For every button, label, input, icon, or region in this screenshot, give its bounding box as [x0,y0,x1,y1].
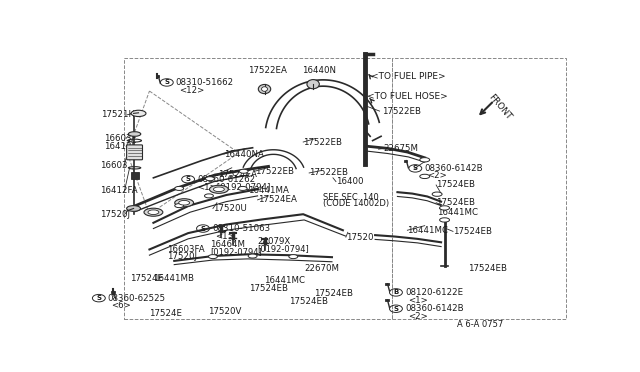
Text: 16441MC: 16441MC [408,226,449,235]
Text: <TO FUEL PIPE>: <TO FUEL PIPE> [371,72,445,81]
Text: S: S [200,225,205,231]
Text: 08310-51063: 08310-51063 [212,224,270,233]
Text: S: S [413,166,418,171]
Text: 16440N: 16440N [302,67,336,76]
Text: 16441MC: 16441MC [437,208,478,217]
Text: 16464M: 16464M [210,240,245,249]
Text: 16603: 16603 [100,161,127,170]
FancyBboxPatch shape [127,145,143,160]
Text: S: S [186,176,191,182]
Text: <1>[0192-0794]: <1>[0192-0794] [197,182,271,191]
Text: 08120-6122E: 08120-6122E [405,288,463,297]
Ellipse shape [440,218,449,222]
Text: 17524EB: 17524EB [436,198,475,207]
Text: 16440NA: 16440NA [224,150,264,158]
Text: [0192-0794]: [0192-0794] [210,247,262,256]
Ellipse shape [262,87,268,92]
Text: <2>: <2> [408,312,428,321]
Text: S: S [394,306,399,312]
Text: 17524EB: 17524EB [453,227,492,236]
Text: 17520J: 17520J [167,252,197,261]
Ellipse shape [239,169,248,173]
Ellipse shape [420,158,429,162]
Ellipse shape [307,80,319,89]
Ellipse shape [129,132,141,136]
Text: 17524EB: 17524EB [289,297,328,307]
Text: 17524EB: 17524EB [468,264,507,273]
Text: FRONT: FRONT [486,93,513,122]
Text: A 6-A 0757: A 6-A 0757 [457,320,503,329]
Text: 16603F: 16603F [104,134,136,143]
Ellipse shape [209,254,218,259]
Ellipse shape [238,186,247,190]
Ellipse shape [209,185,228,193]
Text: 17524EA: 17524EA [257,195,296,204]
Text: 17522EB: 17522EB [381,107,420,116]
Ellipse shape [175,203,184,208]
Text: 16412FA: 16412FA [100,186,138,195]
Bar [131,172,138,179]
Ellipse shape [289,254,298,259]
Text: B: B [394,289,399,295]
Text: 17522EA: 17522EA [248,67,287,76]
Text: 17524EA: 17524EA [218,170,257,179]
Ellipse shape [248,254,257,258]
Text: <1>: <1> [215,232,235,241]
Ellipse shape [440,206,449,210]
Text: (CODE 14002D): (CODE 14002D) [323,199,389,208]
Ellipse shape [148,210,159,215]
Ellipse shape [420,174,429,179]
Text: S: S [97,295,101,301]
Text: S: S [164,80,170,86]
Ellipse shape [213,187,225,192]
Text: 17520U: 17520U [213,204,247,213]
Text: 17524EB: 17524EB [249,284,287,293]
Text: 08360-6142B: 08360-6142B [424,164,483,173]
Text: 17521H: 17521H [101,110,135,119]
Text: 17524EB: 17524EB [314,289,353,298]
Text: SEE SEC. 140: SEE SEC. 140 [323,193,379,202]
Text: 17520: 17520 [346,232,373,242]
Text: 16441MB: 16441MB [154,275,195,283]
Text: 08360-61262: 08360-61262 [197,175,255,184]
Ellipse shape [127,206,141,211]
Text: 16441MC: 16441MC [264,276,305,285]
Text: <6>: <6> [111,301,131,310]
Text: 16400: 16400 [336,177,364,186]
Ellipse shape [131,110,146,116]
Ellipse shape [205,177,214,181]
Text: 16603FA: 16603FA [167,245,205,254]
Text: 17522EB: 17522EB [303,138,342,147]
Text: 17524EB: 17524EB [436,180,475,189]
Text: <1>: <1> [408,296,428,305]
Text: 16441MA: 16441MA [248,186,289,195]
Text: 17520V: 17520V [208,307,241,316]
Ellipse shape [432,192,442,196]
Ellipse shape [175,199,193,207]
Text: 08360-6142B: 08360-6142B [405,304,463,313]
Ellipse shape [259,84,271,94]
Text: <2>: <2> [428,171,447,180]
Text: <TO FUEL HOSE>: <TO FUEL HOSE> [367,92,447,101]
Text: 17524E: 17524E [150,310,182,318]
Text: 22675M: 22675M [383,144,419,153]
Text: 16412F: 16412F [104,142,136,151]
Text: <12>: <12> [179,86,204,95]
Text: 17522EB: 17522EB [255,167,294,176]
Text: 17522EB: 17522EB [309,169,348,177]
Text: 22670M: 22670M [304,264,339,273]
Ellipse shape [175,186,184,190]
Text: 08360-62525: 08360-62525 [108,294,166,303]
Ellipse shape [179,201,189,205]
Text: 17524E: 17524E [129,275,163,283]
Ellipse shape [205,194,213,198]
Text: [0192-0794]: [0192-0794] [257,244,309,253]
Text: 24079X: 24079X [257,237,291,246]
Text: 17520J: 17520J [100,210,130,219]
Text: 08310-51662: 08310-51662 [176,78,234,87]
Ellipse shape [144,208,163,216]
